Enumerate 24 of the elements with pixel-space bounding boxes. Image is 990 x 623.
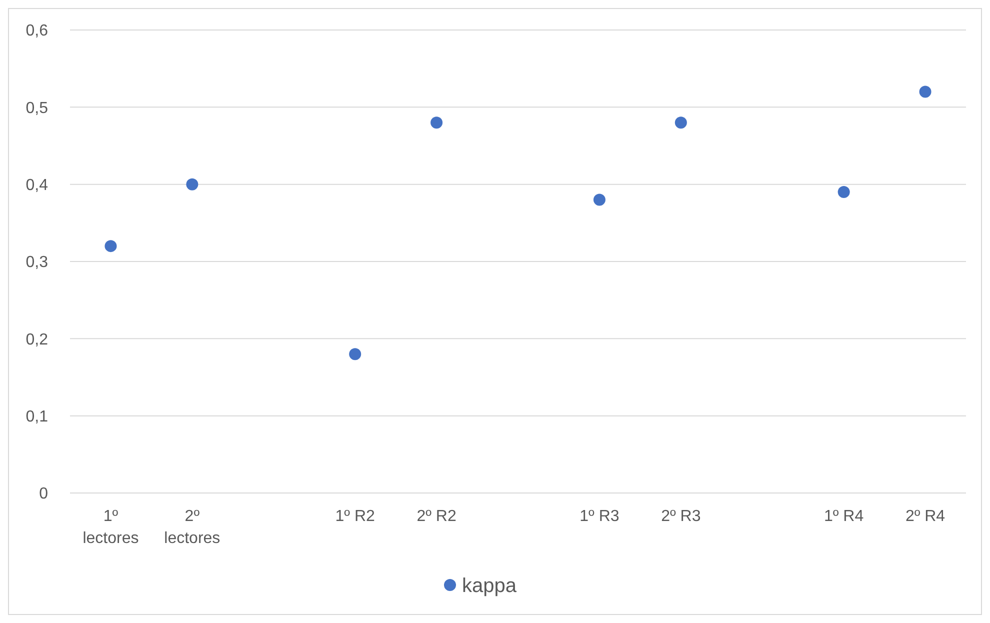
point — [919, 86, 932, 98]
y-tick-label: 0,4 — [26, 176, 48, 194]
x-tick-label: 2º R2 — [416, 508, 456, 525]
point — [674, 116, 687, 129]
x-tick-label: 2º lectores — [164, 508, 220, 547]
x-tick-label: 2º R4 — [905, 508, 946, 525]
y-tick-label: 0,2 — [26, 331, 48, 348]
point — [104, 240, 117, 252]
y-tick-label: 0,3 — [26, 254, 48, 272]
point — [349, 348, 362, 360]
y-tick-label: 0,5 — [26, 100, 48, 117]
x-tick-label: 2º R3 — [661, 508, 701, 525]
y-tick-label: 0 — [39, 486, 48, 503]
point — [186, 178, 198, 190]
x-tick-label: 1º R4 — [824, 508, 864, 525]
legend-label: kappa — [462, 575, 518, 597]
y-tick-label: 0,1 — [26, 408, 48, 426]
x-tick-label: 1º lectores — [82, 508, 139, 547]
x-tick-label: 1º R2 — [335, 508, 376, 525]
x-tick-label: 1º R3 — [580, 508, 620, 525]
y-tick-label: 0,6 — [26, 22, 48, 40]
point — [593, 194, 606, 206]
point — [430, 116, 443, 129]
point — [838, 186, 850, 198]
